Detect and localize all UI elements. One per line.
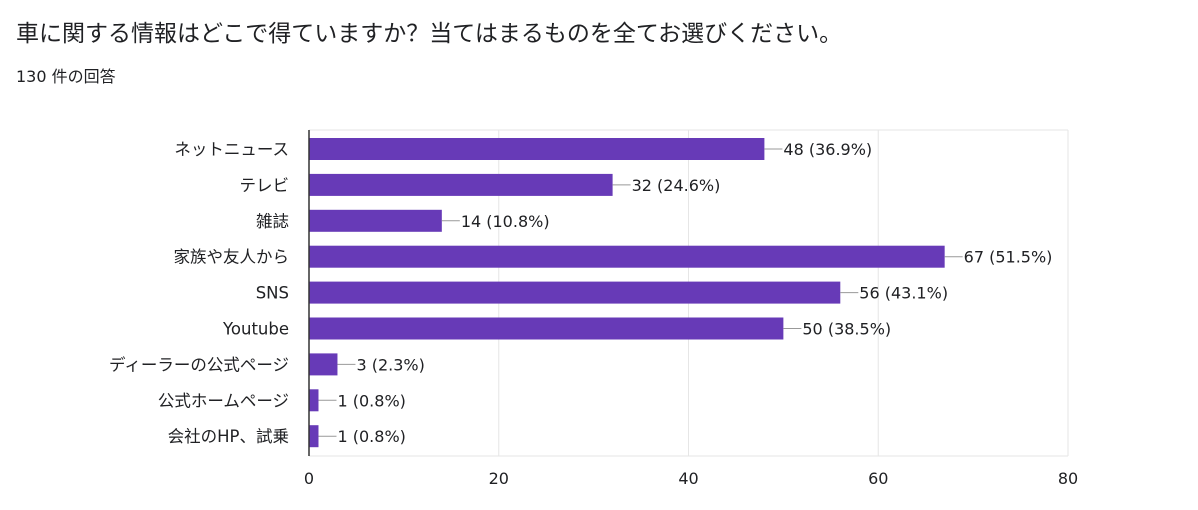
data-label: 50 (38.5%) — [802, 320, 891, 339]
response-count: 130 件の回答 — [16, 67, 116, 86]
bar — [309, 209, 442, 232]
data-label: 3 (2.3%) — [356, 355, 424, 374]
data-label: 48 (36.9%) — [783, 140, 872, 159]
category-label: 家族や友人から — [174, 248, 290, 267]
data-label: 1 (0.8%) — [337, 391, 405, 410]
bar — [309, 173, 613, 196]
x-tick-label: 20 — [489, 469, 509, 488]
bar — [309, 389, 319, 412]
bar — [309, 353, 338, 376]
data-label: 1 (0.8%) — [337, 427, 405, 446]
category-label: Youtube — [222, 320, 289, 339]
bar — [309, 281, 841, 304]
data-label: 67 (51.5%) — [964, 248, 1053, 267]
data-label: 32 (24.6%) — [632, 176, 721, 195]
category-label: SNS — [256, 284, 289, 303]
bar — [309, 138, 765, 160]
category-label: 公式ホームページ — [158, 391, 289, 410]
category-label: ディーラーの公式ページ — [109, 354, 289, 374]
bar — [309, 317, 784, 340]
bar — [309, 245, 945, 268]
data-label: 56 (43.1%) — [859, 284, 948, 303]
category-label: テレビ — [240, 176, 290, 195]
x-tick-label: 40 — [678, 469, 698, 488]
question-title: 車に関する情報はどこで得ていますか？当てはまるものを全てお選びください。 — [16, 21, 843, 47]
category-label: ネットニュース — [174, 140, 289, 159]
category-label: 会社のHP、試乗 — [168, 427, 289, 446]
data-label: 14 (10.8%) — [461, 212, 550, 231]
x-tick-label: 60 — [868, 469, 888, 488]
x-tick-label: 80 — [1058, 469, 1078, 488]
bar — [309, 425, 319, 448]
category-label: 雑誌 — [256, 212, 289, 231]
x-tick-label: 0 — [304, 469, 314, 488]
